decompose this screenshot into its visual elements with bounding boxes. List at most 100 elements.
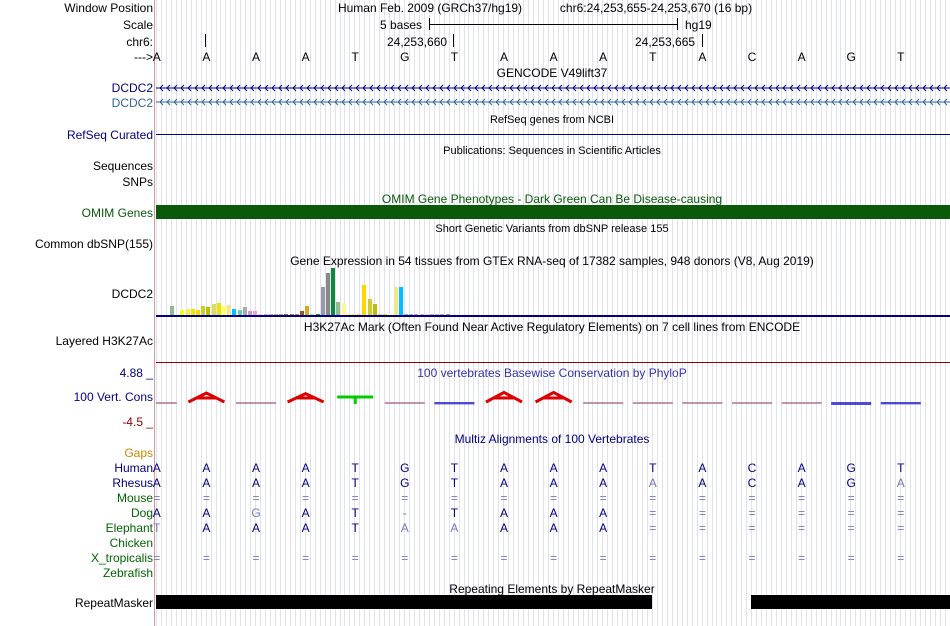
alignment-base[interactable]: A — [499, 476, 508, 490]
alignment-base[interactable]: A — [599, 521, 608, 535]
alignment-base[interactable]: A — [599, 506, 608, 520]
alignment-base[interactable]: = — [153, 491, 161, 505]
alignment-base[interactable]: = — [649, 506, 657, 520]
phylop-base-glyph[interactable] — [534, 390, 573, 404]
species-label[interactable]: Chicken — [109, 536, 153, 550]
alignment-base[interactable]: = — [748, 521, 756, 535]
alignment-base[interactable]: A — [152, 461, 161, 475]
alignment-base[interactable]: T — [351, 521, 359, 535]
gtex-tissue-bar[interactable] — [414, 313, 419, 316]
alignment-base[interactable]: = — [798, 521, 806, 535]
gencode-gene-label-2[interactable]: DCDC2 — [111, 96, 153, 110]
alignment-base[interactable]: = — [599, 491, 607, 505]
gtex-gene-label[interactable]: DCDC2 — [111, 287, 153, 301]
species-label[interactable]: Mouse — [116, 491, 153, 505]
alignment-base[interactable]: = — [450, 491, 458, 505]
gtex-tissue-bar[interactable] — [435, 313, 440, 316]
species-label[interactable]: Dog — [130, 506, 153, 520]
alignment-base[interactable]: A — [400, 521, 409, 535]
gtex-tissue-bar[interactable] — [404, 313, 408, 316]
alignment-base[interactable]: = — [550, 551, 558, 565]
alignment-base[interactable]: A — [797, 461, 806, 475]
phylop-base-glyph[interactable] — [682, 402, 723, 404]
alignment-base[interactable]: = — [698, 506, 706, 520]
alignment-base[interactable]: G — [400, 476, 410, 490]
alignment-base[interactable]: T — [897, 461, 905, 475]
ruler-base[interactable]: T — [450, 50, 459, 64]
alignment-base[interactable]: A — [152, 476, 161, 490]
gtex-tissue-bar[interactable] — [393, 287, 398, 316]
repeat-element-bar[interactable] — [751, 595, 950, 609]
alignment-base[interactable]: = — [649, 551, 657, 565]
ruler-base[interactable]: A — [301, 50, 310, 64]
alignment-base[interactable]: A — [698, 461, 707, 475]
alignment-base[interactable]: A — [251, 476, 260, 490]
ruler-base[interactable]: A — [698, 50, 707, 64]
gtex-tissue-bar[interactable] — [248, 311, 252, 316]
phylop-base-glyph[interactable] — [583, 402, 624, 404]
repeat-label[interactable]: RepeatMasker — [74, 596, 153, 610]
gtex-tissue-bar[interactable] — [222, 306, 226, 316]
alignment-base[interactable]: = — [798, 506, 806, 520]
alignment-base[interactable]: = — [897, 551, 905, 565]
gtex-tissue-bar[interactable] — [424, 313, 429, 316]
gtex-tissue-bar[interactable] — [320, 287, 325, 316]
phylop-base-glyph[interactable] — [880, 402, 921, 405]
alignment-base[interactable]: = — [897, 506, 905, 520]
gtex-tissue-bar[interactable] — [170, 306, 174, 316]
gtex-tissue-bar[interactable] — [216, 302, 221, 316]
species-label[interactable]: Elephant — [105, 521, 153, 535]
alignment-base[interactable]: = — [748, 551, 756, 565]
phylop-base-glyph[interactable] — [156, 402, 177, 404]
alignment-base[interactable]: = — [698, 491, 706, 505]
gtex-tissue-bar[interactable] — [310, 313, 315, 316]
alignment-base[interactable]: = — [698, 551, 706, 565]
gtex-tissue-bar[interactable] — [284, 313, 289, 316]
scale-label[interactable]: Scale — [122, 18, 153, 32]
alignment-base[interactable]: A — [698, 476, 707, 490]
gtex-tissue-bar[interactable] — [253, 311, 258, 316]
alignment-base[interactable]: = — [649, 491, 657, 505]
gene-transcript-1[interactable] — [156, 84, 950, 92]
gtex-tissue-bar[interactable] — [357, 313, 362, 316]
ruler-base[interactable]: T — [351, 50, 359, 64]
phylop-base-glyph[interactable] — [732, 402, 772, 404]
alignment-base[interactable]: A — [549, 461, 558, 475]
gtex-tissue-bar[interactable] — [383, 313, 388, 316]
phylop-base-glyph[interactable] — [187, 391, 226, 404]
gtex-tissue-bar[interactable] — [232, 308, 237, 316]
alignment-base[interactable]: A — [202, 476, 211, 490]
gtex-tissue-bar[interactable] — [362, 284, 367, 316]
gaps-label[interactable]: Gaps — [124, 446, 153, 460]
strand-arrow-label[interactable]: ---> — [134, 50, 153, 64]
gtex-tissue-bar[interactable] — [378, 313, 382, 316]
ruler-base[interactable]: T — [897, 50, 905, 64]
alignment-base[interactable]: A — [251, 461, 260, 475]
gtex-tissue-bar[interactable] — [419, 313, 424, 316]
alignment-base[interactable]: = — [401, 491, 409, 505]
alignment-base[interactable]: A — [251, 521, 260, 535]
alignment-base[interactable]: G — [846, 476, 856, 490]
gtex-tissue-bar[interactable] — [190, 308, 195, 316]
alignment-base[interactable]: = — [847, 521, 855, 535]
alignment-base[interactable]: A — [599, 476, 608, 490]
gtex-tissue-bar[interactable] — [196, 310, 200, 316]
repeat-element-bar[interactable] — [156, 595, 652, 609]
alignment-base[interactable]: A — [499, 461, 508, 475]
gtex-tissue-bar[interactable] — [372, 304, 377, 316]
gtex-tissue-bar[interactable] — [242, 307, 247, 316]
gtex-tissue-bar[interactable] — [346, 313, 351, 316]
gtex-tissue-bar[interactable] — [331, 268, 336, 316]
ruler-base[interactable]: A — [499, 50, 508, 64]
gtex-tissue-bar[interactable] — [185, 308, 190, 316]
gtex-tissue-bar[interactable] — [294, 313, 299, 316]
gtex-tissue-bar[interactable] — [336, 301, 341, 316]
phylop-base-glyph[interactable] — [632, 402, 673, 404]
gtex-tissue-bar[interactable] — [430, 313, 434, 316]
phylop-plot[interactable] — [156, 380, 950, 430]
alignment-base[interactable]: A — [896, 476, 905, 490]
chrom-label[interactable]: chr6: — [126, 35, 153, 49]
alignment-base[interactable]: A — [499, 521, 508, 535]
snps-label[interactable]: SNPs — [122, 175, 153, 189]
alignment-base[interactable]: = — [847, 506, 855, 520]
